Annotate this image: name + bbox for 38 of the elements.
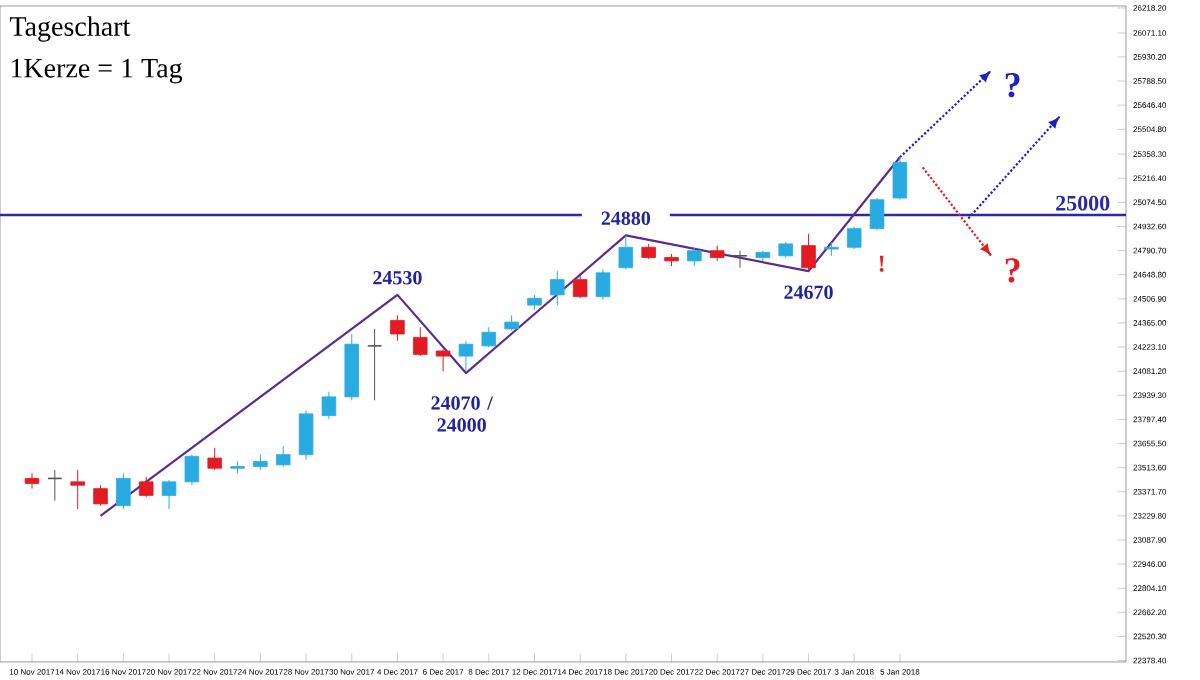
candlestick — [572, 272, 588, 299]
candlestick — [366, 328, 383, 401]
candlestick — [687, 246, 702, 267]
candlestick — [435, 348, 451, 372]
candlestick — [550, 270, 565, 306]
candlestick — [413, 326, 428, 357]
legend-label: ? — [1005, 258, 1020, 283]
legend-label: ? — [1005, 72, 1020, 98]
annotation: 24530 — [373, 271, 422, 285]
candlestick — [321, 391, 337, 420]
chart-title: Tageschart — [9, 16, 131, 42]
candlestick — [869, 197, 885, 231]
candlestick — [618, 234, 634, 270]
candlestick — [390, 314, 405, 342]
candlestick — [70, 469, 85, 510]
candlestick — [458, 340, 474, 372]
annotation: 24880 — [601, 211, 651, 225]
candlestick — [116, 472, 131, 510]
text: 1Kerze = 1 Tag — [11, 58, 183, 84]
candlestick — [298, 409, 314, 461]
candlestick — [184, 454, 200, 486]
candlestick — [24, 472, 40, 490]
annotation: 24670 — [784, 285, 833, 299]
candlestick — [93, 484, 108, 507]
annotation: 24070 / 24000 — [431, 396, 493, 432]
candlestick — [892, 156, 908, 201]
candlestick — [846, 226, 862, 250]
candlestick — [732, 250, 748, 269]
candlestick — [161, 479, 177, 510]
candlestick — [481, 326, 497, 349]
candlestick — [595, 268, 611, 301]
candlestick — [207, 447, 222, 471]
candlestick — [138, 476, 154, 498]
line-series — [99, 156, 901, 517]
ref-line-label: 25000 — [1056, 195, 1110, 211]
candlestick — [801, 233, 816, 272]
candlestick — [275, 445, 291, 468]
annotation: ! — [879, 255, 884, 272]
